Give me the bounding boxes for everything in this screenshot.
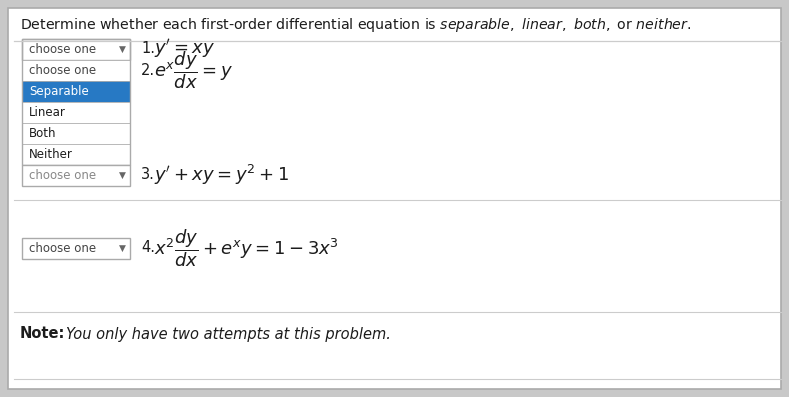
Text: 3.: 3. (141, 167, 155, 182)
Bar (22, 60, 130, 81)
Text: 2.: 2. (141, 63, 155, 78)
Bar (22, 39, 130, 165)
Bar (22, 123, 130, 144)
Text: Neither: Neither (29, 148, 73, 161)
Text: Separable: Separable (29, 85, 88, 98)
Bar (22, 81, 130, 102)
Text: choose one: choose one (29, 241, 96, 254)
Text: choose one: choose one (29, 169, 96, 182)
Text: Linear: Linear (29, 106, 65, 119)
Text: choose one: choose one (29, 43, 96, 56)
Text: Both: Both (29, 127, 57, 140)
Bar (22, 237, 130, 258)
Text: $y' + xy = y^2 + 1$: $y' + xy = y^2 + 1$ (154, 162, 290, 187)
Text: Determine whether each first-order differential equation is $\mathit{separable,\: Determine whether each first-order diffe… (20, 16, 691, 34)
Text: $x^2\dfrac{dy}{dx} + e^x y = 1 - 3x^3$: $x^2\dfrac{dy}{dx} + e^x y = 1 - 3x^3$ (154, 227, 339, 269)
Bar (22, 165, 130, 186)
Bar (22, 102, 130, 123)
Text: $e^x\dfrac{dy}{dx} = y$: $e^x\dfrac{dy}{dx} = y$ (154, 50, 233, 91)
Text: 1.: 1. (141, 41, 155, 56)
Bar (22, 144, 130, 165)
Text: choose one: choose one (29, 64, 96, 77)
Text: ▼: ▼ (119, 171, 126, 180)
Text: 4.: 4. (141, 241, 155, 256)
Text: You only have two attempts at this problem.: You only have two attempts at this probl… (66, 326, 391, 341)
Bar (22, 39, 130, 60)
Text: ▼: ▼ (119, 45, 126, 54)
Text: Note:: Note: (20, 326, 65, 341)
Text: ▼: ▼ (119, 243, 126, 252)
Text: $y' = xy$: $y' = xy$ (154, 37, 215, 60)
